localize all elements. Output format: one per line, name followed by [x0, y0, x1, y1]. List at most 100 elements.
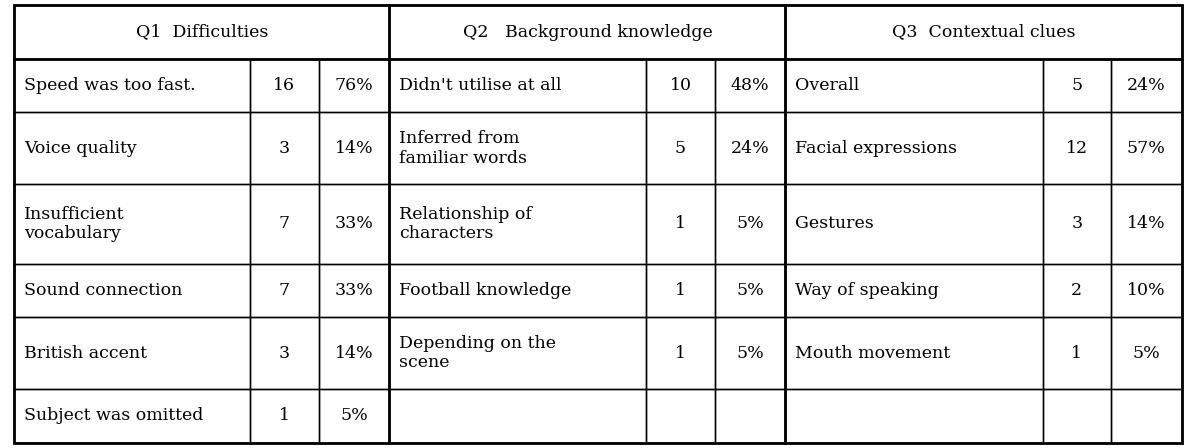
Text: 1: 1	[675, 345, 687, 362]
Bar	[390, 5, 786, 59]
Text: Sound connection: Sound connection	[24, 282, 182, 299]
Text: 5%: 5%	[340, 407, 368, 424]
Text: Overall: Overall	[795, 77, 859, 94]
Bar	[250, 185, 318, 263]
Text: Gestures: Gestures	[795, 215, 874, 233]
Bar	[646, 263, 715, 317]
Text: Mouth movement: Mouth movement	[795, 345, 950, 362]
Text: 14%: 14%	[335, 345, 373, 362]
Text: British accent: British accent	[24, 345, 147, 362]
Bar	[14, 185, 250, 263]
Bar	[786, 263, 1043, 317]
Bar	[1111, 59, 1182, 112]
Bar	[1111, 317, 1182, 389]
Text: Facial expressions: Facial expressions	[795, 140, 957, 157]
Text: 1: 1	[675, 215, 687, 233]
Text: 5: 5	[675, 140, 687, 157]
Bar	[646, 112, 715, 185]
Bar	[390, 59, 646, 112]
Bar	[250, 317, 318, 389]
Text: 5: 5	[1072, 77, 1082, 94]
Text: 76%: 76%	[335, 77, 373, 94]
Bar	[786, 112, 1043, 185]
Text: 16: 16	[274, 77, 295, 94]
Bar	[715, 59, 786, 112]
Bar	[715, 112, 786, 185]
Text: 1: 1	[675, 282, 687, 299]
Bar	[318, 389, 390, 443]
Bar	[318, 317, 390, 389]
Bar	[318, 263, 390, 317]
Bar	[390, 263, 646, 317]
Text: 14%: 14%	[1127, 215, 1166, 233]
Text: Depending on the
scene: Depending on the scene	[399, 335, 556, 371]
Text: Q2   Background knowledge: Q2 Background knowledge	[463, 24, 713, 41]
Text: Way of speaking: Way of speaking	[795, 282, 939, 299]
Bar	[318, 185, 390, 263]
Text: Didn't utilise at all: Didn't utilise at all	[399, 77, 561, 94]
Text: Insufficient
vocabulary: Insufficient vocabulary	[24, 206, 124, 242]
Bar	[250, 389, 318, 443]
Bar	[646, 59, 715, 112]
Text: 5%: 5%	[737, 345, 764, 362]
Bar	[786, 185, 1043, 263]
Bar	[318, 112, 390, 185]
Text: Q1  Difficulties: Q1 Difficulties	[135, 24, 268, 41]
Bar	[14, 112, 250, 185]
Bar	[390, 389, 646, 443]
Text: 48%: 48%	[731, 77, 769, 94]
Bar	[1043, 185, 1111, 263]
Bar	[14, 59, 250, 112]
Bar	[1043, 263, 1111, 317]
Text: 5%: 5%	[1133, 345, 1160, 362]
Text: 33%: 33%	[335, 215, 373, 233]
Text: 24%: 24%	[731, 140, 769, 157]
Bar	[786, 5, 1182, 59]
Text: 2: 2	[1072, 282, 1082, 299]
Bar	[715, 263, 786, 317]
Text: 24%: 24%	[1127, 77, 1166, 94]
Text: Q3  Contextual clues: Q3 Contextual clues	[892, 24, 1075, 41]
Text: 7: 7	[279, 215, 289, 233]
Bar	[390, 317, 646, 389]
Bar	[318, 59, 390, 112]
Text: 1: 1	[1072, 345, 1082, 362]
Bar	[646, 389, 715, 443]
Bar	[786, 389, 1043, 443]
Text: Subject was omitted: Subject was omitted	[24, 407, 203, 424]
Text: Inferred from
familiar words: Inferred from familiar words	[399, 130, 527, 167]
Text: Speed was too fast.: Speed was too fast.	[24, 77, 195, 94]
Bar	[646, 185, 715, 263]
Text: 10%: 10%	[1127, 282, 1166, 299]
Bar	[250, 263, 318, 317]
Text: Football knowledge: Football knowledge	[399, 282, 572, 299]
Bar	[1111, 112, 1182, 185]
Text: 7: 7	[279, 282, 289, 299]
Bar	[390, 185, 646, 263]
Bar	[14, 389, 250, 443]
Bar	[1111, 263, 1182, 317]
Bar	[1043, 389, 1111, 443]
Text: 3: 3	[279, 140, 289, 157]
Text: 12: 12	[1066, 140, 1088, 157]
Bar	[1043, 59, 1111, 112]
Bar	[250, 112, 318, 185]
Bar	[786, 59, 1043, 112]
Bar	[14, 263, 250, 317]
Bar	[1111, 185, 1182, 263]
Text: 33%: 33%	[335, 282, 373, 299]
Bar	[250, 59, 318, 112]
Bar	[1111, 389, 1182, 443]
Text: Relationship of
characters: Relationship of characters	[399, 206, 532, 242]
Bar	[14, 317, 250, 389]
Text: 5%: 5%	[737, 215, 764, 233]
Bar	[390, 112, 646, 185]
Bar	[715, 185, 786, 263]
Text: 14%: 14%	[335, 140, 373, 157]
Text: 1: 1	[279, 407, 289, 424]
Text: 10: 10	[670, 77, 691, 94]
Text: 3: 3	[279, 345, 289, 362]
Bar	[1043, 317, 1111, 389]
Bar	[646, 317, 715, 389]
Text: Voice quality: Voice quality	[24, 140, 136, 157]
